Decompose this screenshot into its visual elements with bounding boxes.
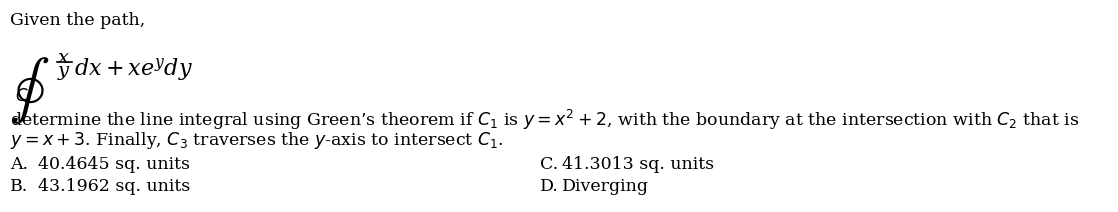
Text: Diverging: Diverging bbox=[562, 178, 650, 195]
Text: $\oint$: $\oint$ bbox=[10, 55, 49, 126]
Text: $x$: $x$ bbox=[57, 48, 69, 67]
Text: Given the path,: Given the path, bbox=[10, 12, 145, 29]
Text: $dx + xe^y dy$: $dx + xe^y dy$ bbox=[74, 56, 193, 83]
Text: $C$: $C$ bbox=[15, 88, 29, 105]
Text: $y$: $y$ bbox=[57, 63, 70, 82]
Text: C.: C. bbox=[540, 156, 558, 173]
Text: determine the line integral using Green’s theorem if $C_1$ is $y = x^2 + 2$, wit: determine the line integral using Green’… bbox=[10, 108, 1079, 132]
Text: B.: B. bbox=[10, 178, 28, 195]
Text: D.: D. bbox=[540, 178, 559, 195]
Text: 43.1962 sq. units: 43.1962 sq. units bbox=[38, 178, 190, 195]
Text: 41.3013 sq. units: 41.3013 sq. units bbox=[562, 156, 714, 173]
Text: 40.4645 sq. units: 40.4645 sq. units bbox=[38, 156, 190, 173]
Text: A.: A. bbox=[10, 156, 28, 173]
Text: $y = x + 3$. Finally, $C_3$ traverses the $y$-axis to intersect $C_1$.: $y = x + 3$. Finally, $C_3$ traverses th… bbox=[10, 130, 504, 151]
